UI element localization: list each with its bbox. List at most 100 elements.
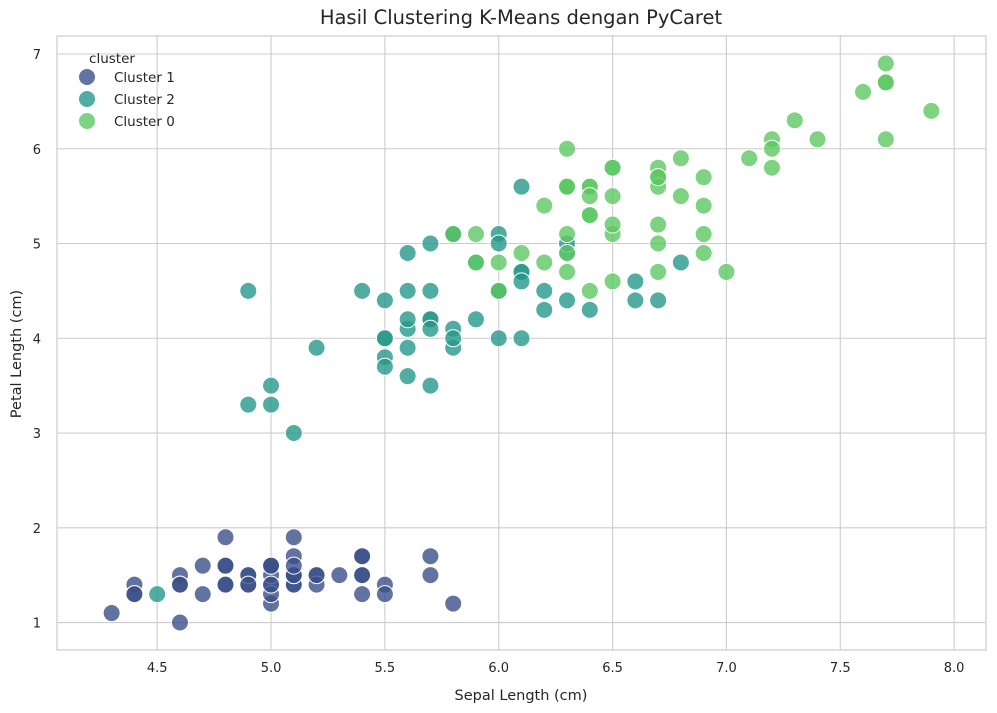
data-point: [170, 575, 189, 594]
data-point: [876, 54, 895, 73]
data-point: [671, 253, 690, 272]
data-point: [216, 528, 235, 547]
plot-frame: [56, 35, 987, 651]
data-point: [353, 281, 372, 300]
data-point: [489, 234, 508, 253]
legend-label: Cluster 1: [114, 70, 175, 86]
y-tick-label: 1: [33, 617, 41, 632]
data-point: [421, 547, 440, 566]
data-point: [626, 291, 645, 310]
data-point: [148, 585, 167, 604]
data-point: [535, 253, 554, 272]
data-point: [239, 575, 258, 594]
data-point: [580, 281, 599, 300]
data-point: [444, 594, 463, 613]
legend: cluster Cluster 1 Cluster 2 Cluster 0: [78, 51, 175, 130]
chart-title: Hasil Clustering K-Means dengan PyCaret: [320, 6, 723, 29]
data-point: [466, 225, 485, 244]
series-cluster-1: [102, 528, 463, 632]
data-point: [854, 82, 873, 101]
y-tick-labels: 1 2 3 4 5 6 7: [33, 48, 41, 632]
data-point: [558, 177, 577, 196]
data-point: [649, 262, 668, 281]
data-point: [375, 357, 394, 376]
data-point: [603, 187, 622, 206]
data-point: [922, 101, 941, 120]
data-point: [466, 253, 485, 272]
data-point: [170, 613, 189, 632]
y-tick-label: 4: [33, 332, 41, 347]
data-point: [694, 243, 713, 262]
data-point: [421, 319, 440, 338]
legend-marker: [78, 90, 96, 108]
legend-marker: [78, 68, 96, 86]
data-point: [262, 556, 281, 575]
data-point: [398, 367, 417, 386]
data-point: [512, 272, 531, 291]
data-point: [307, 338, 326, 357]
data-point: [489, 281, 508, 300]
x-tick-label: 8.0: [944, 661, 965, 676]
x-tick-label: 7.5: [830, 661, 851, 676]
data-points: [102, 54, 941, 632]
data-point: [239, 281, 258, 300]
data-point: [649, 168, 668, 187]
data-point: [262, 376, 281, 395]
data-point: [694, 196, 713, 215]
x-axis-label: Sepal Length (cm): [455, 688, 588, 704]
data-point: [307, 566, 326, 585]
data-point: [466, 310, 485, 329]
data-point: [193, 556, 212, 575]
data-point: [489, 253, 508, 272]
data-point: [580, 300, 599, 319]
data-point: [717, 262, 736, 281]
data-point: [353, 585, 372, 604]
data-point: [489, 329, 508, 348]
x-tick-label: 6.5: [602, 661, 623, 676]
data-point: [284, 556, 303, 575]
data-point: [558, 139, 577, 158]
data-point: [649, 234, 668, 253]
legend-label: Cluster 0: [114, 114, 175, 130]
data-point: [580, 206, 599, 225]
data-point: [330, 566, 349, 585]
data-point: [603, 272, 622, 291]
data-point: [444, 329, 463, 348]
data-point: [535, 196, 554, 215]
data-point: [740, 149, 759, 168]
data-point: [694, 168, 713, 187]
data-point: [375, 329, 394, 348]
x-tick-label: 4.5: [147, 661, 168, 676]
data-point: [284, 528, 303, 547]
data-point: [808, 130, 827, 149]
data-point: [762, 139, 781, 158]
data-point: [558, 225, 577, 244]
data-point: [603, 158, 622, 177]
data-point: [102, 604, 121, 623]
data-point: [398, 243, 417, 262]
y-tick-label: 7: [33, 48, 41, 63]
data-point: [535, 300, 554, 319]
data-point: [398, 310, 417, 329]
data-point: [512, 243, 531, 262]
legend-title: cluster: [89, 51, 135, 67]
data-point: [649, 215, 668, 234]
grid-lines: [57, 36, 986, 650]
y-axis-label: Petal Length (cm): [9, 290, 25, 418]
data-point: [375, 291, 394, 310]
data-point: [876, 130, 895, 149]
data-point: [239, 395, 258, 414]
data-point: [284, 424, 303, 443]
data-point: [444, 225, 463, 244]
data-point: [512, 177, 531, 196]
data-point: [762, 158, 781, 177]
legend-label: Cluster 2: [114, 92, 175, 108]
y-tick-label: 2: [33, 522, 41, 537]
data-point: [535, 281, 554, 300]
x-tick-label: 5.0: [261, 661, 282, 676]
legend-marker: [78, 112, 96, 130]
data-point: [353, 547, 372, 566]
y-tick-label: 3: [33, 427, 41, 442]
y-tick-label: 5: [33, 238, 41, 253]
